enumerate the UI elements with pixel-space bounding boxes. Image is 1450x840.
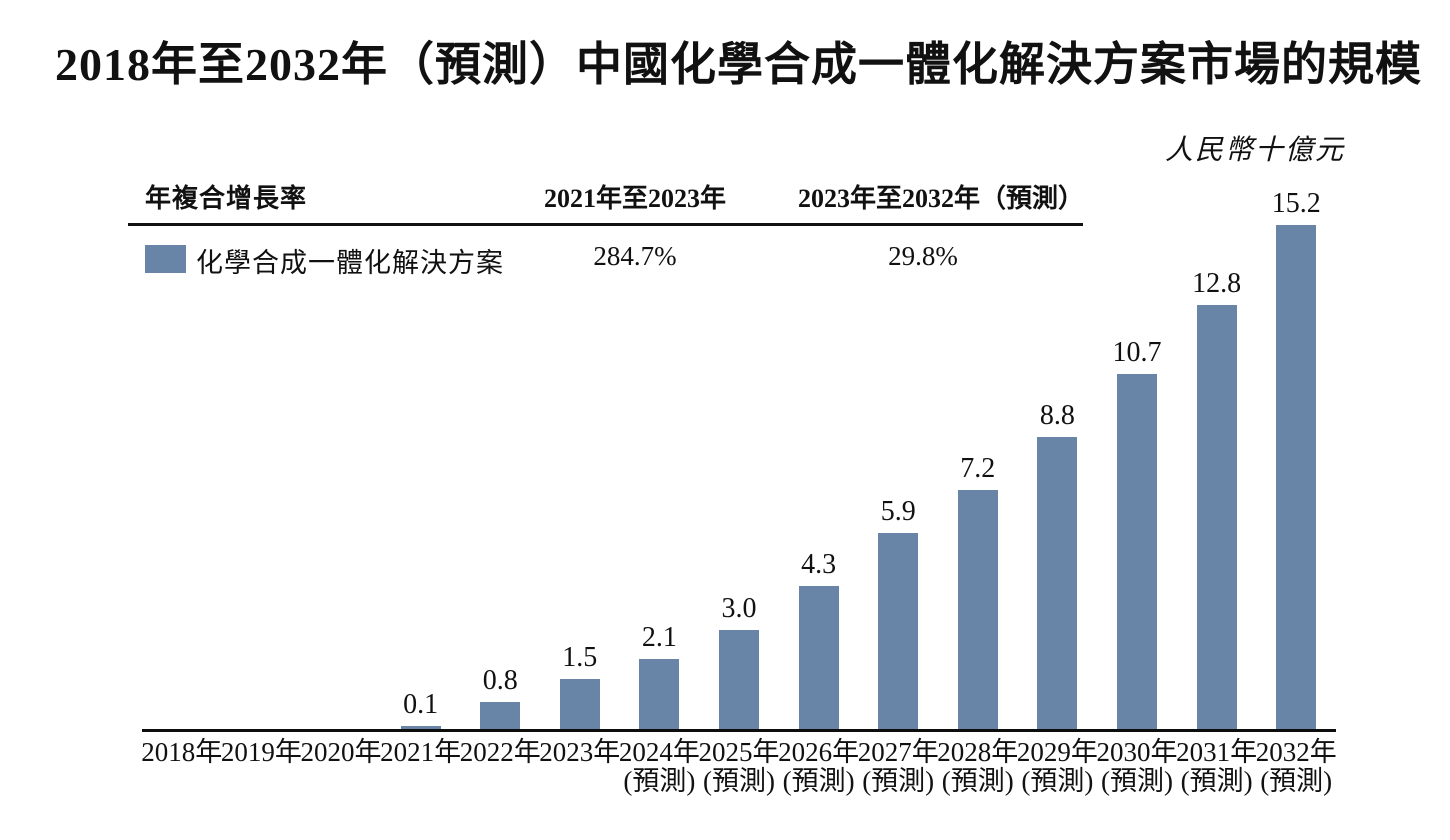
x-axis-label-2027年: 2027年 (預測) — [853, 738, 943, 796]
bar-value-label: 1.5 — [562, 642, 598, 673]
x-axis-label-2018年: 2018年 — [137, 738, 227, 767]
x-axis-label-2025年: 2025年 (預測) — [694, 738, 784, 796]
legend-series-label: 化學合成一體化解決方案 — [196, 248, 504, 278]
x-axis-year: 2021年 — [380, 737, 462, 767]
bar-2022年 — [480, 702, 521, 729]
x-axis-year: 2031年 — [1176, 737, 1258, 767]
bar-value-label: 8.8 — [1039, 400, 1075, 431]
bar-value-label: 10.7 — [1112, 337, 1162, 368]
cagr-header-row: 年複合增長率 2021年至2023年 2023年至2032年（預測） — [0, 178, 1450, 213]
bar-2027年 — [878, 533, 919, 729]
unit-label: 人民幣十億元 — [1164, 135, 1345, 166]
x-axis-label-2031年: 2031年 (預測) — [1172, 738, 1262, 796]
x-axis-label-2020年: 2020年 — [296, 738, 386, 767]
x-axis-label-2022年: 2022年 — [455, 738, 545, 767]
x-axis-year: 2020年 — [300, 737, 382, 767]
legend-swatch — [145, 245, 186, 273]
x-axis-label-2026年: 2026年 (預測) — [774, 738, 864, 796]
bar-value-label: 7.2 — [960, 453, 996, 484]
cagr-value-2021-2023: 284.7% — [593, 241, 677, 271]
x-axis-label-2019年: 2019年 — [216, 738, 306, 767]
bar-2030年 — [1117, 374, 1157, 729]
x-axis-year: 2029年 — [1016, 737, 1098, 767]
cagr-header-metric: 年複合增長率 — [145, 184, 308, 213]
header-divider — [128, 223, 1083, 226]
legend-row: 化學合成一體化解決方案 284.7% 29.8% — [0, 241, 1450, 278]
bar-2029年 — [1037, 437, 1078, 729]
bar-value-label: 3.0 — [721, 593, 757, 624]
bar-value-label: 0.1 — [403, 689, 439, 720]
x-axis-label-2029年: 2029年 (預測) — [1012, 738, 1102, 796]
bar-2028年 — [957, 490, 998, 729]
x-axis-forecast-tag: (預測) — [1260, 766, 1333, 796]
x-axis-label-2023年: 2023年 — [535, 738, 625, 767]
bar-2031年 — [1196, 305, 1237, 729]
cagr-header-period-1: 2021年至2023年 — [543, 184, 727, 213]
x-axis-label-2021年: 2021年 — [376, 738, 466, 767]
x-axis-label-2028年: 2028年 (預測) — [933, 738, 1023, 796]
x-axis-forecast-tag: (預測) — [703, 766, 775, 796]
bar-value-label: 2.1 — [641, 622, 677, 653]
cagr-header-period-2: 2023年至2032年（預測） — [797, 184, 1085, 213]
cagr-value-2023-2032: 29.8% — [888, 241, 958, 271]
bar-2021年 — [400, 726, 441, 729]
bar-value-label: 12.8 — [1192, 268, 1242, 299]
x-axis-forecast-tag: (預測) — [1101, 766, 1173, 796]
x-axis-year: 2022年 — [459, 737, 541, 767]
chart-title: 2018年至2032年（預測）中國化學合成一體化解決方案市場的規模 — [55, 39, 1422, 90]
x-axis-year: 2026年 — [778, 737, 860, 767]
x-axis-year: 2032年 — [1255, 737, 1337, 767]
bar-2023年 — [559, 679, 600, 729]
x-axis-year: 2030年 — [1096, 737, 1178, 767]
bar-2025年 — [719, 630, 759, 729]
x-axis-year: 2024年 — [618, 737, 700, 767]
bar-2026年 — [798, 586, 839, 729]
x-axis-year: 2027年 — [857, 737, 939, 767]
bar-value-label: 15.2 — [1271, 188, 1321, 219]
bar-value-label: 0.8 — [482, 665, 518, 696]
bar-2032年 — [1276, 225, 1317, 729]
x-axis-forecast-tag: (預測) — [623, 766, 696, 796]
x-axis-forecast-tag: (預測) — [1021, 766, 1094, 796]
x-axis-forecast-tag: (預測) — [862, 766, 935, 796]
x-axis-label-2030年: 2030年 (預測) — [1092, 738, 1182, 796]
bar-value-label: 5.9 — [880, 496, 916, 527]
x-axis-year: 2023年 — [539, 737, 621, 767]
bar-2024年 — [639, 659, 680, 729]
x-axis-forecast-tag: (預測) — [782, 766, 855, 796]
x-axis-forecast-tag: (預測) — [1180, 766, 1253, 796]
x-axis-year: 2019年 — [220, 737, 302, 767]
bar-value-label: 4.3 — [801, 549, 837, 580]
x-axis-year: 2028年 — [937, 737, 1019, 767]
x-axis-line — [142, 729, 1336, 732]
x-axis-year: 2018年 — [141, 737, 223, 767]
x-axis-label-2024年: 2024年 (預測) — [614, 738, 704, 796]
x-axis-year: 2025年 — [698, 737, 780, 767]
x-axis-label-2032年: 2032年 (預測) — [1251, 738, 1341, 796]
x-axis-forecast-tag: (預測) — [941, 766, 1014, 796]
